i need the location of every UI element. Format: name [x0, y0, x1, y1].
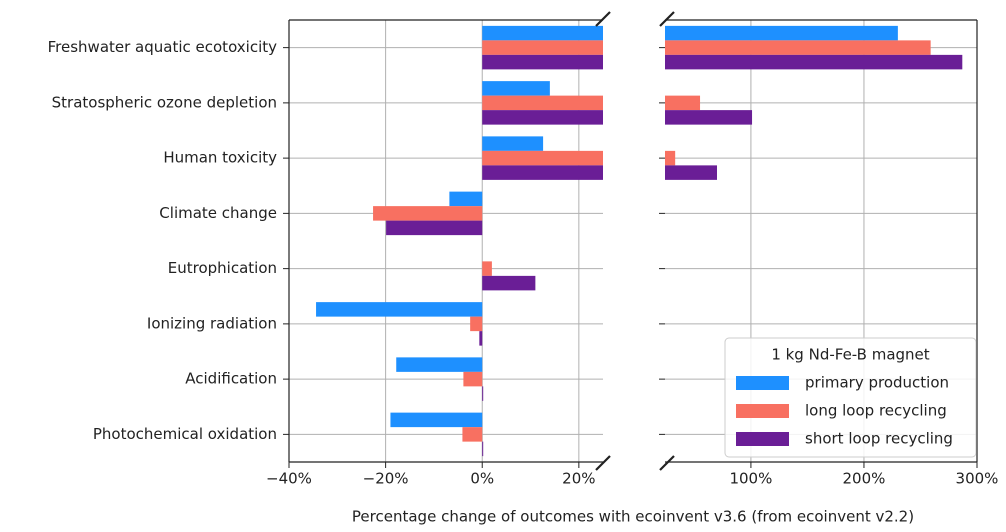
x-tick-label: 200%: [843, 470, 886, 488]
annotations: −40% −20% 0% 20% 100% 200% 300% Freshwater aqua…: [48, 38, 999, 487]
bar: [482, 40, 603, 55]
y-tick-label: Acidification: [185, 370, 277, 388]
bar: [386, 220, 483, 236]
bar: [482, 386, 484, 401]
bar: [665, 110, 753, 125]
x-tick-label: 0%: [470, 470, 494, 488]
bar: [665, 54, 963, 70]
frame: [288, 11, 978, 471]
bar: [482, 25, 603, 41]
x-tick-label: 300%: [956, 470, 999, 488]
y-tick-label: Ionizing radiation: [147, 314, 277, 332]
grid-left: [283, 20, 603, 468]
bar: [665, 25, 898, 41]
x-tick-label: 100%: [729, 470, 772, 488]
bar: [316, 302, 483, 317]
y-tick-label: Freshwater aquatic ecotoxicity: [48, 38, 277, 56]
legend-label: long loop recycling: [805, 402, 947, 420]
y-tick-label: Stratospheric ozone depletion: [52, 93, 277, 111]
bar: [482, 441, 484, 457]
legend-swatch: [736, 432, 789, 446]
y-tick-label: Climate change: [159, 204, 277, 222]
bar: [479, 331, 483, 346]
bar: [482, 150, 603, 166]
legend-swatch: [736, 404, 789, 418]
bar: [482, 275, 536, 291]
bar: [482, 110, 603, 125]
bar: [396, 357, 483, 372]
bar: [665, 165, 717, 180]
bar: [482, 54, 603, 70]
legend-swatch: [736, 376, 789, 390]
bar: [665, 95, 701, 111]
bar: [390, 412, 483, 428]
bar: [463, 371, 483, 387]
bar: [482, 136, 544, 151]
x-tick-label: 20%: [562, 470, 595, 488]
y-tick-label: Human toxicity: [163, 149, 277, 167]
x-tick-label: −20%: [363, 470, 409, 488]
bar: [373, 206, 483, 221]
legend-label: primary production: [805, 374, 949, 392]
bar: [482, 81, 550, 96]
bars-left: [316, 25, 603, 457]
bar: [665, 40, 931, 55]
bar: [482, 95, 603, 111]
bars-right: [665, 25, 963, 180]
bar: [665, 150, 676, 166]
y-tick-label: Eutrophication: [168, 259, 277, 277]
bar: [482, 261, 492, 276]
bar: [482, 165, 603, 180]
bar: [462, 427, 483, 442]
x-tick-label: −40%: [266, 470, 312, 488]
bar: [449, 191, 483, 207]
y-tick-label: Photochemical oxidation: [93, 425, 277, 443]
legend: 1 kg Nd-Fe-B magnet primary production lon…: [724, 337, 977, 458]
bar: [470, 316, 483, 332]
legend-title: 1 kg Nd-Fe-B magnet: [771, 346, 929, 364]
x-axis-title: Percentage change of outcomes with ecoin…: [352, 508, 914, 526]
legend-box: [724, 337, 977, 458]
legend-label: short loop recycling: [805, 430, 953, 448]
